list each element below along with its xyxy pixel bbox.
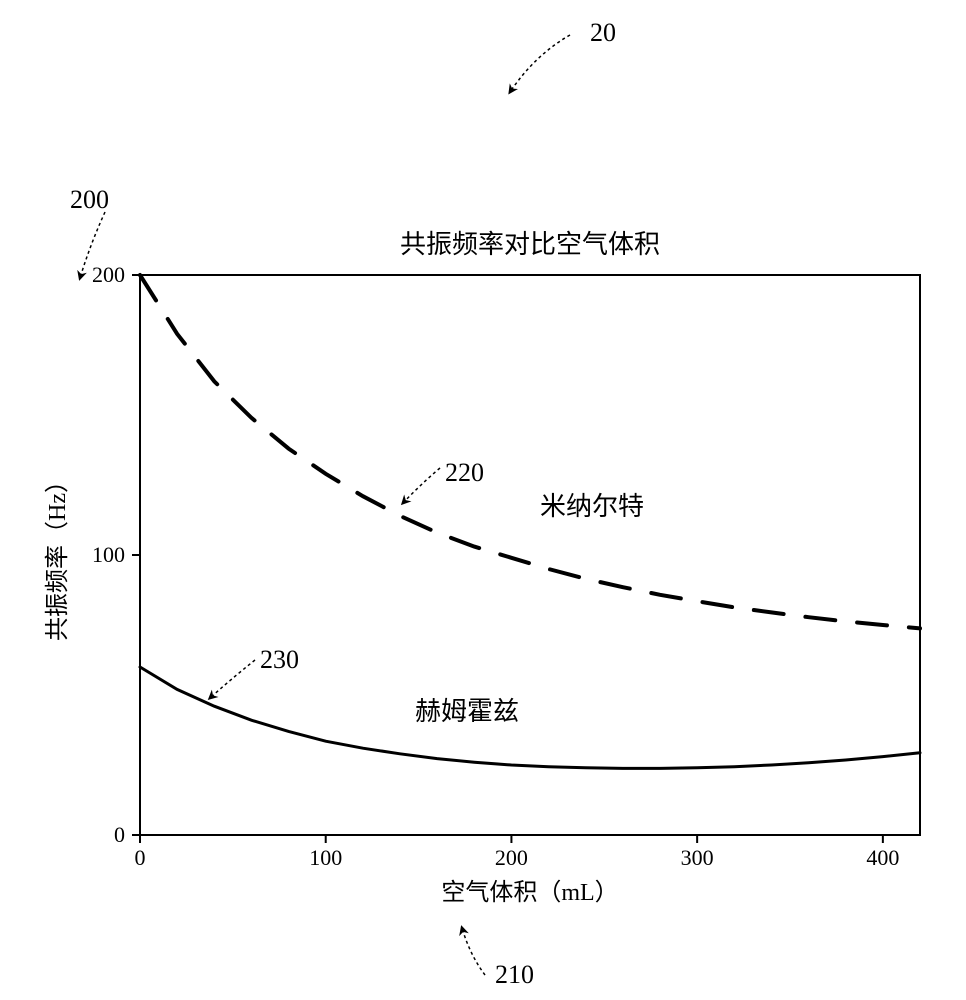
svg-text:200: 200 (92, 262, 125, 287)
pointer-p210 (462, 928, 485, 975)
annotation-230: 230 (260, 645, 299, 675)
series-group (140, 275, 920, 768)
svg-text:100: 100 (309, 845, 342, 870)
svg-text:0: 0 (135, 845, 146, 870)
x-axis-label: 空气体积（mL） (441, 879, 618, 906)
svg-text:200: 200 (495, 845, 528, 870)
ticks-group: 0 100 200 300 400 0 100 200 (92, 262, 899, 870)
annotation-220: 220 (445, 458, 484, 488)
svg-text:300: 300 (681, 845, 714, 870)
minnaert-label: 米纳尔特 (540, 492, 644, 521)
chart-svg: 01002003004000100200 共振频率对比空气体积空气体积（mL）共… (0, 0, 966, 1000)
svg-text:400: 400 (866, 845, 899, 870)
pointer-p20 (510, 35, 570, 92)
axis-labels-group: 共振频率对比空气体积空气体积（mL） 共振频率（Hz） 米纳尔特赫姆霍兹 (44, 230, 660, 906)
svg-text:0: 0 (114, 822, 125, 847)
pointer-p230 (210, 660, 255, 698)
annotation-200: 200 (70, 185, 109, 215)
pointer-p220 (403, 468, 440, 503)
annotation-210: 210 (495, 960, 534, 990)
plot-box (140, 275, 920, 835)
minnaert-curve (140, 275, 920, 628)
svg-text:100: 100 (92, 542, 125, 567)
helmholtz-label: 赫姆霍兹 (415, 697, 519, 726)
y-axis-label: 共振频率（Hz） (44, 469, 71, 641)
figure-container: { "figure": { "title": "共振频率对比空气体积", "xl… (0, 0, 966, 1000)
helmholtz-curve (140, 667, 920, 768)
annotation-20: 20 (590, 18, 616, 48)
chart-title: 共振频率对比空气体积 (400, 230, 660, 259)
